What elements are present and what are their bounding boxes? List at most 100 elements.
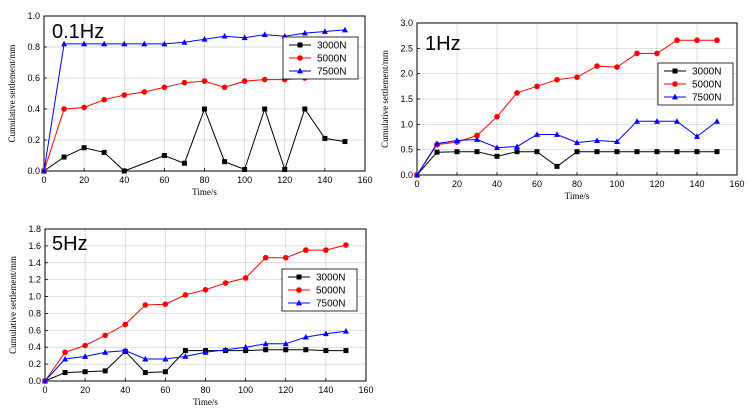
data-point [514, 90, 520, 96]
data-point [242, 166, 248, 172]
x-tick-label: 20 [80, 385, 90, 395]
data-point [161, 84, 168, 91]
data-point [634, 118, 640, 124]
data-point [534, 83, 540, 90]
data-point [634, 50, 640, 57]
data-point [302, 106, 308, 112]
data-point [262, 254, 269, 261]
data-point [694, 133, 700, 139]
x-axis-label: Time/s [193, 397, 218, 407]
data-point [574, 139, 580, 145]
data-point [142, 302, 149, 308]
legend-marker [672, 81, 678, 87]
data-point [554, 76, 560, 83]
data-point [102, 368, 108, 374]
data-point [181, 79, 188, 86]
y-axis-label: Cumulative settlement/mm [7, 45, 17, 143]
y-tick-label: 1.2 [28, 275, 41, 285]
legend-marker [672, 68, 678, 74]
legend: 3000N 5000N 7500N [281, 268, 358, 312]
data-point [594, 137, 600, 143]
x-tick-label: 140 [317, 175, 332, 185]
data-point [261, 31, 268, 37]
x-tick-label: 100 [609, 179, 624, 189]
data-point [181, 160, 187, 166]
data-point [202, 287, 209, 293]
y-tick-label: 0.0 [28, 376, 41, 386]
legend-marker [296, 287, 302, 293]
data-point [141, 40, 148, 47]
data-point [714, 118, 720, 124]
data-point [434, 140, 440, 146]
data-point [182, 353, 189, 359]
series-7500N [42, 327, 349, 384]
data-point [322, 135, 328, 141]
data-point [654, 149, 660, 155]
series-7500N [414, 118, 720, 178]
x-tick-label: 100 [238, 385, 253, 395]
y-tick-label: 1.0 [27, 11, 40, 21]
y-tick-label: 0.8 [28, 308, 41, 318]
series-line [44, 349, 346, 382]
x-tick-label: 80 [200, 385, 210, 395]
x-tick-label: 60 [160, 385, 170, 395]
data-point [201, 78, 208, 84]
legend-label: 7500N [316, 299, 345, 310]
data-point [162, 369, 168, 375]
data-point [102, 349, 109, 355]
y-tick-label: 2.5 [400, 43, 413, 53]
data-point [614, 149, 620, 155]
y-axis-label: Cumulative settlement/mm [8, 256, 18, 354]
data-point [282, 340, 289, 347]
legend-marker [296, 274, 302, 280]
data-point [81, 40, 88, 47]
series-line [44, 244, 347, 382]
data-point [614, 138, 620, 144]
legend-label: 5000N [317, 54, 346, 65]
data-point [514, 149, 520, 155]
legend-marker [297, 67, 303, 74]
x-tick-label: 140 [318, 385, 333, 395]
series-5000N [41, 73, 348, 174]
data-point [674, 37, 680, 44]
data-point [454, 137, 460, 143]
legend-label: 3000N [692, 67, 721, 78]
y-tick-label: 0.2 [27, 135, 40, 145]
data-point [241, 78, 248, 84]
data-point [222, 346, 229, 353]
x-tick-label: 20 [452, 179, 462, 189]
legend: 3000N 5000N 7500N [282, 36, 359, 80]
data-point [61, 106, 67, 112]
legend-marker [672, 93, 678, 100]
chart-panel-2: 0 20 40 60 80 100 120 140 160 0.0 0.2 0.4 0.6 0.8 1.0 1… [8, 224, 374, 407]
y-tick-label: 0.8 [27, 42, 40, 52]
data-point [474, 149, 480, 155]
data-point [161, 40, 168, 47]
x-tick-label: 160 [729, 179, 744, 189]
x-tick-label: 20 [79, 175, 89, 185]
data-point [162, 355, 169, 362]
x-tick-label: 0 [41, 175, 46, 185]
data-point [82, 342, 88, 349]
data-point [303, 347, 309, 353]
x-axis-label: Time/s [565, 191, 590, 201]
data-point [221, 84, 228, 91]
y-tick-label: 1.8 [28, 224, 41, 234]
x-tick-label: 120 [278, 385, 293, 395]
y-tick-label: 1.0 [28, 292, 41, 302]
data-point [121, 168, 127, 174]
data-point [81, 145, 87, 151]
y-tick-label: 1.6 [28, 241, 41, 251]
x-tick-label: 120 [649, 179, 664, 189]
x-tick-label: 0 [414, 179, 419, 189]
y-tick-label: 0.6 [27, 73, 40, 83]
data-point [62, 355, 69, 362]
data-point [654, 118, 660, 124]
data-point [434, 149, 440, 155]
data-point [302, 333, 309, 340]
data-point [282, 254, 289, 261]
y-axis-label: Cumulative settlement/mm [380, 50, 390, 148]
data-point [121, 40, 128, 47]
data-point [694, 149, 700, 155]
